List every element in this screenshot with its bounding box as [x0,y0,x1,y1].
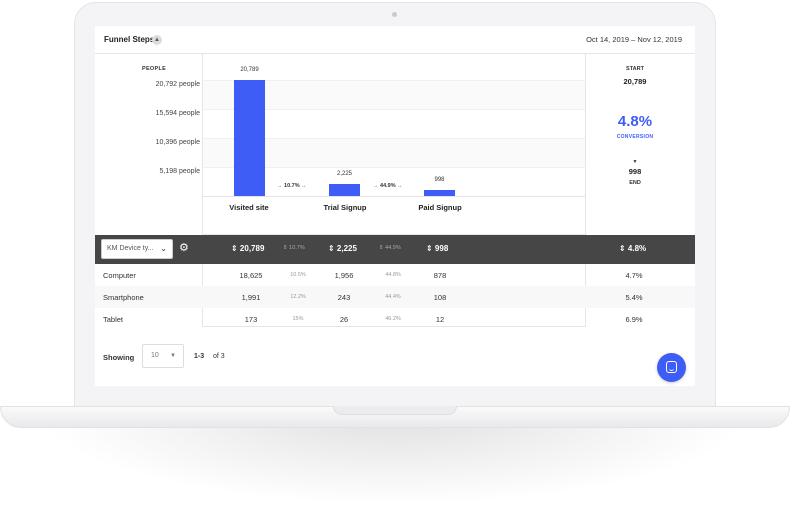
row-step2: 243 [337,293,351,302]
step-name-visited-site: Visited site [229,203,269,212]
total-overall[interactable]: ⇕ 4.8% [619,244,647,253]
chart-band [202,138,585,167]
table-bottom-border [202,326,586,327]
table-row: Smartphone 1,991 12.2% 243 44.4% 108 5.4… [95,286,695,308]
row-conv2: 44.4% [385,294,401,300]
row-name: Smartphone [103,293,144,302]
total-step1[interactable]: ⇕ 20,789 [231,244,265,253]
row-name: Tablet [103,315,124,324]
total-step3[interactable]: ⇕ 998 [426,244,449,253]
row-name: Computer [103,271,136,280]
step-name-paid-signup: Paid Signup [418,203,462,212]
step-conversion-1: → 10.7% → [277,183,307,189]
funnel-bar-trial-signup[interactable] [329,183,360,196]
row-conv1: 15% [292,316,304,322]
funnel-report-screen: Funnel Steps ▲ Oct 14, 2019 – Nov 12, 20… [95,26,695,386]
dropdown-value: KM Device ty... [107,245,154,252]
gear-icon[interactable]: ⚙ [179,242,189,254]
step-name-trial-signup: Trial Signup [323,203,367,212]
row-step3: 12 [435,315,445,324]
table-row: Computer 18,625 10.5% 1,956 44.8% 878 4.… [95,264,695,286]
gridline [202,80,585,81]
chat-button[interactable] [657,353,686,382]
row-overall: 5.4% [625,293,643,302]
totals-row [95,235,695,264]
summary-end-value: 998 [628,167,642,176]
step-conversion-2: → 44.9% → [373,183,403,189]
row-overall: 6.9% [625,315,643,324]
down-arrow-icon: ▼ [632,159,638,165]
summary-start-label: START [626,66,644,72]
summary-end-label: END [629,180,641,186]
row-step2: 26 [339,315,349,324]
pager-range: 1-3 [194,353,205,360]
y-tick-label: 5,198 people [159,168,200,175]
table-row: Tablet 173 15% 26 46.2% 12 6.9% [95,308,695,330]
row-conv1: 12.2% [290,294,306,300]
bar-value-label: 20,789 [240,67,259,74]
total-conv2[interactable]: ⇕ 44.9% [379,245,401,251]
conversion-label: CONVERSION [616,134,654,140]
gridline [202,138,585,139]
date-range[interactable]: Oct 14, 2019 – Nov 12, 2019 [586,35,682,44]
chat-icon [666,361,677,373]
chevron-down-icon: ⌄ [160,244,167,253]
row-step2: 1,956 [334,271,354,280]
y-tick-label: 15,594 people [155,110,200,117]
column-divider [585,54,586,326]
breakdown-dropdown[interactable]: KM Device ty... ⌄ [101,239,173,259]
row-conv1: 10.5% [290,272,306,278]
column-divider [202,54,203,326]
total-step2[interactable]: ⇕ 2,225 [328,244,357,253]
gridline [202,109,585,110]
row-step1: 1,991 [241,293,261,302]
bar-value-label: 2,225 [336,170,352,177]
y-tick-label: 10,396 people [155,139,200,146]
report-title: Funnel Steps [104,35,155,44]
laptop-notch [333,406,457,415]
page-size-select[interactable]: 10 ▼ [142,344,184,368]
user-icon[interactable]: ▲ [152,35,162,45]
camera-icon [392,12,397,17]
funnel-bar-visited-site[interactable] [234,80,265,196]
gridline [202,167,585,168]
chart-band [202,80,585,109]
row-step1: 173 [244,315,258,324]
row-step3: 108 [433,293,447,302]
caret-down-icon: ▼ [170,353,176,359]
report-header: Funnel Steps ▲ Oct 14, 2019 – Nov 12, 20… [95,26,695,54]
pager-total: of 3 [213,353,225,360]
laptop-shadow [40,415,750,505]
y-tick-label: 20,792 people [155,81,200,88]
overall-conversion-pct: 4.8% [617,113,653,130]
y-axis-label: PEOPLE [142,66,167,72]
funnel-bar-paid-signup[interactable] [424,190,455,196]
bar-value-label: 998 [434,177,445,184]
chart-baseline [202,196,585,197]
row-overall: 4.7% [625,271,643,280]
row-conv2: 44.8% [385,272,401,278]
total-conv1[interactable]: ⇕ 10.7% [283,245,305,251]
row-step1: 18,625 [239,271,263,280]
row-step3: 878 [433,271,447,280]
page-size-value: 10 [151,352,159,359]
row-conv2: 46.2% [385,316,401,322]
divider [202,234,585,235]
pager-label: Showing [103,353,135,362]
summary-start-value: 20,789 [623,77,647,86]
